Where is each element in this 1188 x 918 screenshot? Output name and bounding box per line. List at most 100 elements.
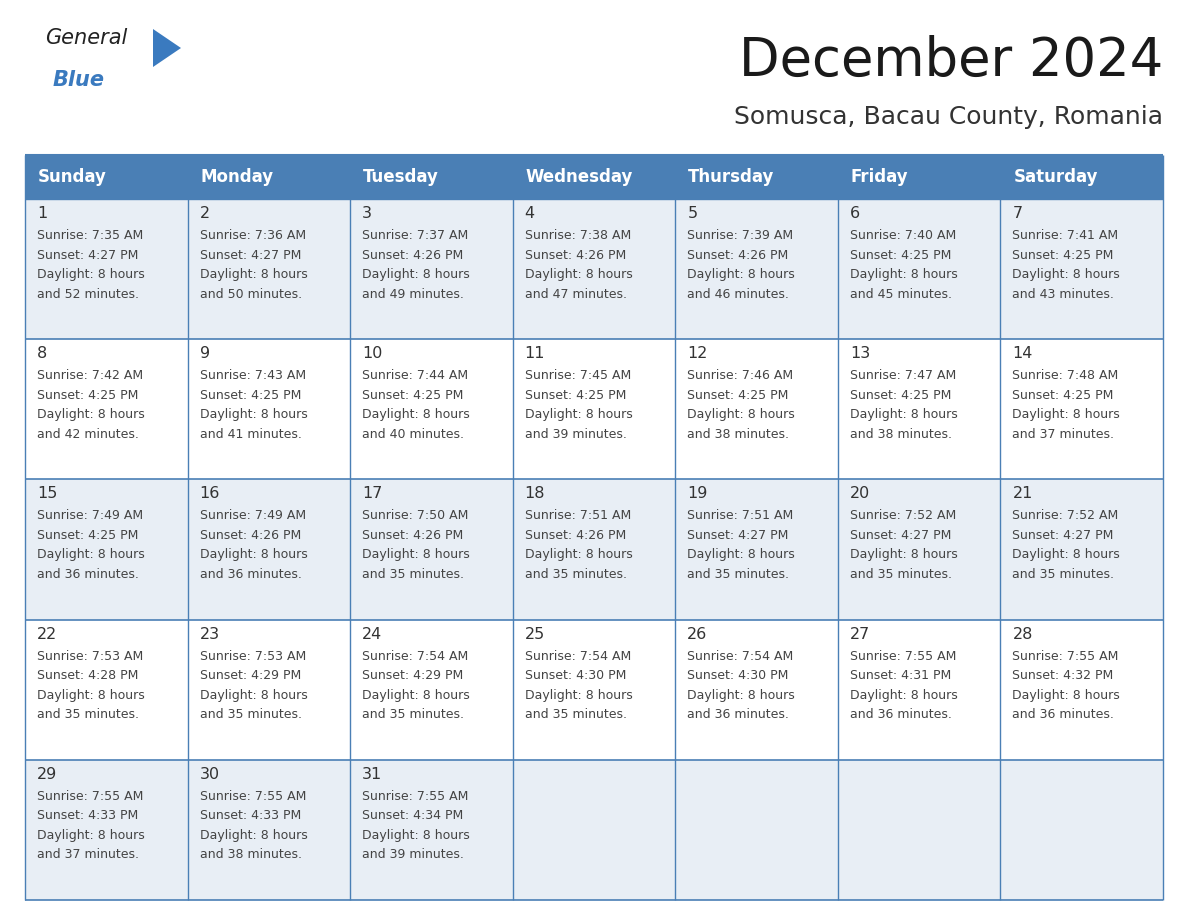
- Bar: [25, 760, 188, 900]
- Text: Sunset: 4:30 PM: Sunset: 4:30 PM: [688, 669, 789, 682]
- Bar: [188, 620, 350, 760]
- Text: 17: 17: [362, 487, 383, 501]
- Text: 30: 30: [200, 767, 220, 782]
- Text: 11: 11: [525, 346, 545, 361]
- Text: Sunset: 4:27 PM: Sunset: 4:27 PM: [37, 249, 138, 262]
- Text: 19: 19: [688, 487, 708, 501]
- Text: and 37 minutes.: and 37 minutes.: [1012, 428, 1114, 441]
- Bar: [25, 620, 188, 760]
- Text: and 39 minutes.: and 39 minutes.: [362, 848, 465, 861]
- Text: and 35 minutes.: and 35 minutes.: [688, 568, 789, 581]
- Text: 2: 2: [200, 206, 210, 221]
- Text: Daylight: 8 hours: Daylight: 8 hours: [1012, 268, 1120, 281]
- Text: 31: 31: [362, 767, 383, 782]
- Text: Blue: Blue: [53, 70, 105, 90]
- Text: Sunrise: 7:55 AM: Sunrise: 7:55 AM: [1012, 650, 1119, 663]
- Text: and 35 minutes.: and 35 minutes.: [362, 708, 465, 722]
- Text: 15: 15: [37, 487, 57, 501]
- Text: and 38 minutes.: and 38 minutes.: [688, 428, 789, 441]
- Text: 6: 6: [849, 206, 860, 221]
- Text: 9: 9: [200, 346, 210, 361]
- Text: and 35 minutes.: and 35 minutes.: [37, 708, 139, 722]
- Bar: [1000, 760, 1163, 900]
- Text: Sunrise: 7:37 AM: Sunrise: 7:37 AM: [362, 229, 468, 242]
- Text: Sunset: 4:27 PM: Sunset: 4:27 PM: [688, 529, 789, 542]
- Text: and 35 minutes.: and 35 minutes.: [200, 708, 302, 722]
- Text: Sunrise: 7:54 AM: Sunrise: 7:54 AM: [525, 650, 631, 663]
- Text: Sunset: 4:26 PM: Sunset: 4:26 PM: [362, 249, 463, 262]
- Text: December 2024: December 2024: [739, 35, 1163, 87]
- Text: and 35 minutes.: and 35 minutes.: [849, 568, 952, 581]
- Text: Somusca, Bacau County, Romania: Somusca, Bacau County, Romania: [734, 105, 1163, 129]
- Text: and 46 minutes.: and 46 minutes.: [688, 287, 789, 300]
- Text: Daylight: 8 hours: Daylight: 8 hours: [849, 268, 958, 281]
- Text: Sunrise: 7:44 AM: Sunrise: 7:44 AM: [362, 369, 468, 382]
- Text: Daylight: 8 hours: Daylight: 8 hours: [362, 409, 470, 421]
- Text: Sunrise: 7:54 AM: Sunrise: 7:54 AM: [362, 650, 468, 663]
- Text: Sunrise: 7:55 AM: Sunrise: 7:55 AM: [37, 789, 144, 803]
- Text: and 47 minutes.: and 47 minutes.: [525, 287, 627, 300]
- Bar: [675, 620, 838, 760]
- Bar: [350, 339, 513, 479]
- Text: Sunrise: 7:45 AM: Sunrise: 7:45 AM: [525, 369, 631, 382]
- Text: Daylight: 8 hours: Daylight: 8 hours: [1012, 688, 1120, 701]
- Text: Daylight: 8 hours: Daylight: 8 hours: [1012, 409, 1120, 421]
- Text: Sunrise: 7:52 AM: Sunrise: 7:52 AM: [1012, 509, 1119, 522]
- Text: Daylight: 8 hours: Daylight: 8 hours: [37, 268, 145, 281]
- Text: Sunset: 4:34 PM: Sunset: 4:34 PM: [362, 810, 463, 823]
- Text: 20: 20: [849, 487, 870, 501]
- Text: and 36 minutes.: and 36 minutes.: [849, 708, 952, 722]
- Text: Daylight: 8 hours: Daylight: 8 hours: [37, 409, 145, 421]
- Text: Daylight: 8 hours: Daylight: 8 hours: [688, 688, 795, 701]
- Text: 29: 29: [37, 767, 57, 782]
- Text: and 40 minutes.: and 40 minutes.: [362, 428, 465, 441]
- Text: 13: 13: [849, 346, 870, 361]
- Bar: [25, 155, 1163, 199]
- Text: Sunrise: 7:55 AM: Sunrise: 7:55 AM: [200, 789, 307, 803]
- Text: Sunrise: 7:53 AM: Sunrise: 7:53 AM: [37, 650, 144, 663]
- Text: Daylight: 8 hours: Daylight: 8 hours: [849, 548, 958, 562]
- Text: Sunset: 4:33 PM: Sunset: 4:33 PM: [37, 810, 138, 823]
- Text: Sunrise: 7:49 AM: Sunrise: 7:49 AM: [200, 509, 305, 522]
- Text: 5: 5: [688, 206, 697, 221]
- Bar: [25, 199, 188, 339]
- Text: Daylight: 8 hours: Daylight: 8 hours: [849, 409, 958, 421]
- Bar: [513, 199, 675, 339]
- Text: Sunrise: 7:42 AM: Sunrise: 7:42 AM: [37, 369, 143, 382]
- Text: Sunset: 4:25 PM: Sunset: 4:25 PM: [525, 388, 626, 402]
- Bar: [350, 199, 513, 339]
- Text: Daylight: 8 hours: Daylight: 8 hours: [37, 548, 145, 562]
- Text: Sunset: 4:25 PM: Sunset: 4:25 PM: [200, 388, 301, 402]
- Text: Daylight: 8 hours: Daylight: 8 hours: [525, 548, 632, 562]
- Text: and 36 minutes.: and 36 minutes.: [1012, 708, 1114, 722]
- Bar: [838, 339, 1000, 479]
- Text: Sunset: 4:33 PM: Sunset: 4:33 PM: [200, 810, 301, 823]
- Text: Daylight: 8 hours: Daylight: 8 hours: [362, 548, 470, 562]
- Bar: [513, 760, 675, 900]
- Text: Daylight: 8 hours: Daylight: 8 hours: [200, 829, 308, 842]
- Text: Sunrise: 7:53 AM: Sunrise: 7:53 AM: [200, 650, 305, 663]
- Text: and 38 minutes.: and 38 minutes.: [849, 428, 952, 441]
- Bar: [25, 479, 188, 620]
- Text: Daylight: 8 hours: Daylight: 8 hours: [362, 268, 470, 281]
- Text: Sunrise: 7:52 AM: Sunrise: 7:52 AM: [849, 509, 956, 522]
- Text: and 35 minutes.: and 35 minutes.: [525, 568, 627, 581]
- Text: and 49 minutes.: and 49 minutes.: [362, 287, 465, 300]
- Bar: [350, 760, 513, 900]
- Text: Sunrise: 7:39 AM: Sunrise: 7:39 AM: [688, 229, 794, 242]
- Text: Tuesday: Tuesday: [364, 168, 440, 186]
- Text: and 41 minutes.: and 41 minutes.: [200, 428, 302, 441]
- Text: Daylight: 8 hours: Daylight: 8 hours: [688, 268, 795, 281]
- Text: Sunrise: 7:35 AM: Sunrise: 7:35 AM: [37, 229, 144, 242]
- Text: 18: 18: [525, 487, 545, 501]
- Text: 28: 28: [1012, 627, 1032, 642]
- Text: Wednesday: Wednesday: [526, 168, 633, 186]
- Text: Sunrise: 7:40 AM: Sunrise: 7:40 AM: [849, 229, 956, 242]
- Bar: [838, 199, 1000, 339]
- Bar: [188, 760, 350, 900]
- Bar: [188, 339, 350, 479]
- Text: Sunset: 4:25 PM: Sunset: 4:25 PM: [362, 388, 463, 402]
- Text: 7: 7: [1012, 206, 1023, 221]
- Text: Sunset: 4:26 PM: Sunset: 4:26 PM: [362, 529, 463, 542]
- Text: Sunday: Sunday: [38, 168, 107, 186]
